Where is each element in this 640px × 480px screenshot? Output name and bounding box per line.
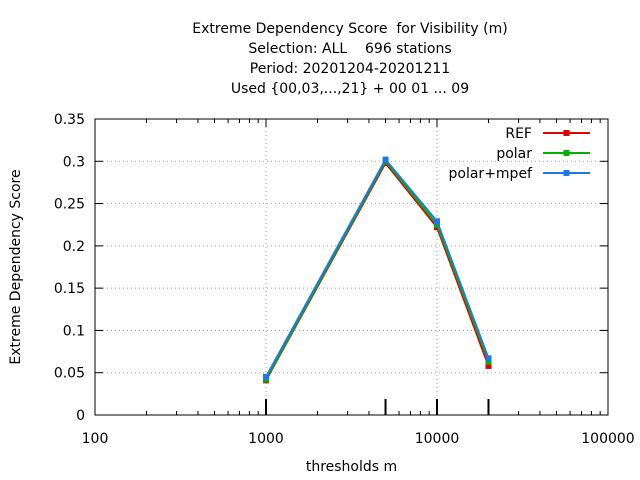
data-point: [382, 156, 389, 163]
data-point: [485, 355, 492, 362]
title-line-2: Selection: ALL 696 stations: [248, 41, 452, 57]
y-tick-label: 0.1: [63, 323, 85, 339]
legend-label: polar: [496, 146, 532, 162]
legend-marker: [563, 170, 570, 176]
legend: REF polar polar+mpef: [449, 126, 590, 182]
series-line: [265, 159, 490, 380]
y-tick-label: 0.3: [63, 154, 85, 170]
y-tick-label: 0.15: [54, 281, 85, 297]
y-tick-label: 0: [76, 408, 85, 424]
y-tick-label: 0.2: [63, 239, 85, 255]
y-tick-label: 0.35: [54, 112, 85, 128]
grid-lines: [95, 119, 608, 415]
plot-frame: [94, 118, 609, 416]
x-axis-ticks: 100 1000 10000 100000: [82, 119, 635, 447]
y-axis-label: Extreme Dependency Score: [8, 169, 24, 364]
series-layer: [263, 156, 492, 384]
x-tick-label: 100: [82, 431, 109, 447]
title-line-3: Period: 20201204-20201211: [249, 61, 451, 77]
y-axis-ticks: 0 0.05 0.1 0.15 0.2 0.25 0.3 0.35: [54, 112, 608, 424]
legend-label: polar+mpef: [449, 166, 534, 182]
series-line: [265, 157, 490, 378]
threshold-marks: [265, 399, 490, 415]
legend-label: REF: [505, 126, 532, 142]
data-point: [263, 373, 269, 380]
data-point: [485, 362, 492, 369]
x-tick-label: 10000: [415, 431, 460, 447]
data-point: [434, 218, 440, 225]
series-ref: [263, 159, 492, 384]
y-tick-label: 0.05: [54, 366, 85, 382]
x-axis-label: thresholds m: [306, 459, 397, 475]
legend-marker: [563, 130, 570, 136]
data-point: [434, 221, 440, 228]
title-line-1: Extreme Dependency Score for Visibility …: [192, 21, 508, 37]
x-tick-label: 1000: [248, 431, 284, 447]
data-point: [485, 358, 492, 365]
title-line-4: Used {00,03,...,21} + 00 01 ... 09: [230, 81, 470, 97]
legend-marker: [563, 150, 570, 156]
series-polar-mpef: [263, 156, 492, 380]
x-tick-label: 100000: [581, 431, 634, 447]
series-polar: [263, 158, 492, 383]
y-tick-label: 0.25: [54, 197, 85, 213]
